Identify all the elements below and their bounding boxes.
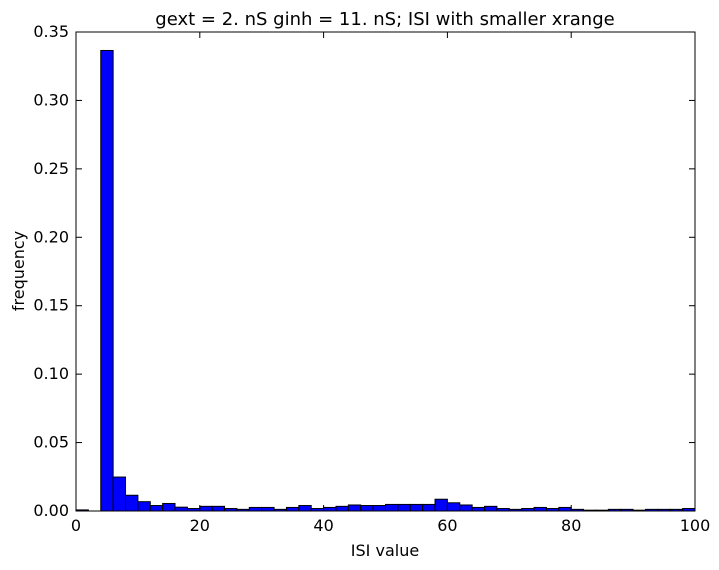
- histogram-bar: [199, 505, 213, 512]
- y-tick-label: 0.20: [33, 227, 69, 246]
- y-axis-label: frequency: [9, 231, 28, 311]
- x-tick-label: 60: [437, 516, 457, 535]
- histogram-bar: [174, 506, 188, 512]
- histogram-bar: [149, 505, 164, 512]
- histogram-bar: [211, 505, 226, 512]
- y-tick-label: 0.10: [33, 364, 69, 383]
- histogram-bar: [471, 506, 486, 512]
- histogram-bar: [397, 503, 411, 512]
- histogram-bar: [298, 505, 312, 512]
- histogram-bar: [558, 506, 572, 512]
- histogram-bar: [484, 505, 498, 512]
- histogram-bar: [385, 503, 399, 512]
- histogram-bar: [335, 505, 349, 512]
- histogram-bar: [261, 506, 275, 512]
- histogram-bar: [533, 506, 547, 512]
- histogram-bar: [422, 503, 436, 512]
- plot-frame: [75, 31, 696, 512]
- ticks-group: 0 20 40 60 80 100 0.00 0.05 0.10 0.15 0.20 0.25 0.30…: [33, 22, 710, 535]
- histogram-bar: [446, 502, 461, 512]
- y-tick-label: 0.15: [33, 296, 69, 315]
- x-tick-label: 40: [313, 516, 333, 535]
- histogram-bar: [434, 498, 448, 512]
- y-tick-label: 0.35: [33, 22, 69, 41]
- histogram-bar: [459, 504, 473, 512]
- y-tick-label: 0.05: [33, 433, 69, 452]
- x-axis-label: ISI value: [351, 541, 419, 560]
- y-tick-label: 0.25: [33, 159, 69, 178]
- histogram-bar: [347, 504, 362, 512]
- histogram-bar: [100, 49, 114, 512]
- histogram-bar: [162, 502, 176, 512]
- histogram-bar: [323, 506, 337, 512]
- histogram-bar: [125, 494, 139, 512]
- y-tick-label: 0.30: [33, 90, 69, 109]
- histogram-bar: [248, 506, 263, 512]
- x-tick-label: 80: [561, 516, 581, 535]
- histogram-bar: [372, 505, 386, 512]
- histogram-bar: [112, 476, 127, 512]
- x-tick-label: 100: [680, 516, 711, 535]
- histogram-bar: [409, 503, 424, 512]
- histogram-bar: [137, 501, 151, 512]
- histogram-bar: [285, 506, 300, 512]
- y-tick-label: 0.00: [33, 501, 69, 520]
- histogram-bar: [360, 505, 374, 512]
- chart-title: gext = 2. nS ginh = 11. nS; ISI with sma…: [155, 9, 614, 30]
- x-tick-label: 20: [190, 516, 210, 535]
- x-tick-label: 0: [71, 516, 81, 535]
- bars-group: [75, 49, 696, 512]
